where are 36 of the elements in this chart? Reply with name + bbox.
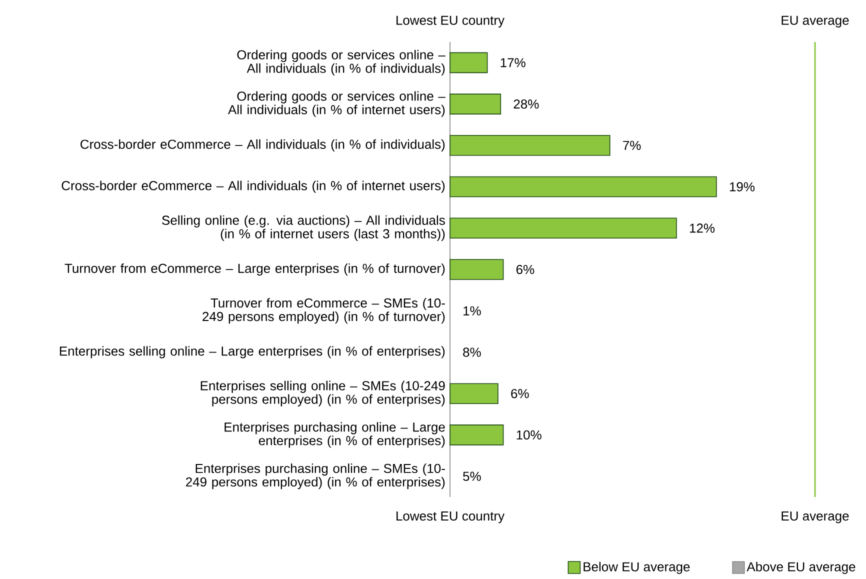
legend-label: Below EU average	[584, 562, 690, 574]
y-tick-label: Enterprises purchasing online – Large enterprises (in % of enterprises)	[224, 422, 445, 448]
y-tick-label: Cross-border eCommerce – All individuals (in % of individuals)	[80, 139, 445, 152]
annotation: 7%	[623, 140, 641, 150]
bar	[450, 383, 498, 404]
y-tick-label: Cross-border eCommerce – All individuals (in % of internet users)	[62, 180, 445, 193]
annotation: 8%	[463, 348, 481, 357]
text: Lowest EU country	[396, 16, 505, 28]
bar	[450, 135, 610, 156]
text: EU average	[782, 512, 849, 524]
annotation: 28%	[514, 99, 539, 109]
y-tick-label: Turnover from eCommerce – SMEs (10-249 persons employed) (in % of turnover)	[202, 298, 445, 324]
y-tick-label: Enterprises purchasing online – SMEs (10-249 persons employed) (in % of enterprises)	[186, 464, 445, 490]
annotation: 6%	[516, 264, 534, 274]
annotation: 12%	[690, 224, 715, 233]
legend-label: Above EU average	[746, 562, 856, 574]
y-tick-label: Selling online (e.g. via auctions) – All individuals (in % of internet users (last 3 months))	[162, 215, 445, 241]
text: EU average	[782, 16, 849, 28]
bar	[450, 218, 677, 239]
y-tick-label: Ordering goods or services online – All individuals (in % of individuals)	[237, 50, 446, 76]
annotation: 5%	[463, 472, 481, 481]
annotation: 10%	[516, 430, 542, 440]
text: Lowest EU country	[396, 512, 505, 524]
y-tick-label: Enterprises selling online – Large enterprises (in % of enterprises)	[60, 346, 445, 358]
bar	[450, 424, 504, 446]
bar	[450, 176, 717, 198]
annotation: 1%	[464, 306, 481, 316]
bar	[450, 94, 502, 114]
annotation: 17%	[500, 58, 526, 68]
annotation: 6%	[511, 388, 529, 398]
bar	[450, 52, 488, 74]
y-tick-label: Turnover from eCommerce – Large enterprises (in % of turnover)	[64, 263, 445, 276]
y-tick-label: Enterprises selling online – SMEs (10-249 persons employed) (in % of enterprises)	[200, 380, 445, 406]
bar	[450, 259, 504, 280]
y-tick-label: Ordering goods or services online – All individuals (in % of internet users)	[228, 91, 446, 117]
annotation: 19%	[730, 182, 755, 192]
